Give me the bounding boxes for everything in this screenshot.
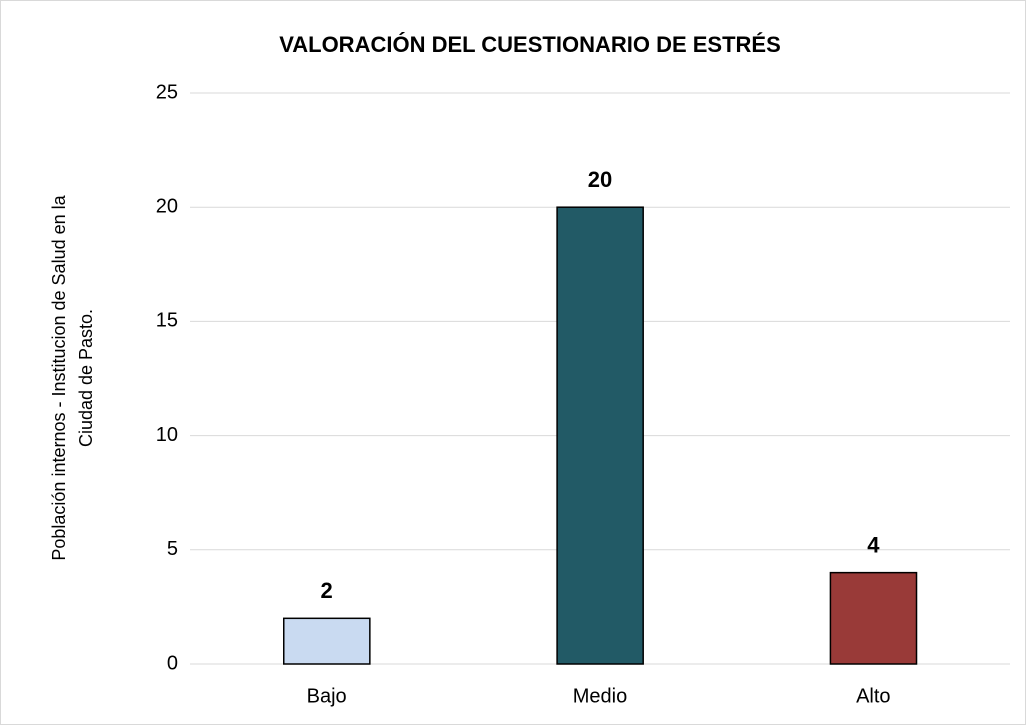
y-tick-label: 0 — [167, 652, 178, 674]
x-tick-label: Alto — [856, 685, 890, 707]
y-axis-label: Ciudad de Pasto. — [76, 309, 96, 447]
bar — [283, 617, 371, 665]
bar — [829, 571, 918, 665]
bar — [556, 206, 644, 665]
value-label: 4 — [867, 532, 880, 557]
value-label: 20 — [588, 167, 612, 192]
y-tick-label: 20 — [156, 195, 178, 217]
y-tick-label: 25 — [156, 81, 178, 103]
y-tick-label: 10 — [156, 424, 178, 446]
y-tick-label: 5 — [167, 538, 178, 560]
y-axis-label: Población internos - Institucion de Salu… — [49, 194, 69, 560]
y-tick-label: 15 — [156, 310, 178, 332]
x-tick-label: Bajo — [307, 685, 347, 707]
chart-title: VALORACIÓN DEL CUESTIONARIO DE ESTRÉS — [279, 32, 781, 57]
x-tick-label: Medio — [573, 685, 627, 707]
value-label: 2 — [321, 578, 333, 603]
